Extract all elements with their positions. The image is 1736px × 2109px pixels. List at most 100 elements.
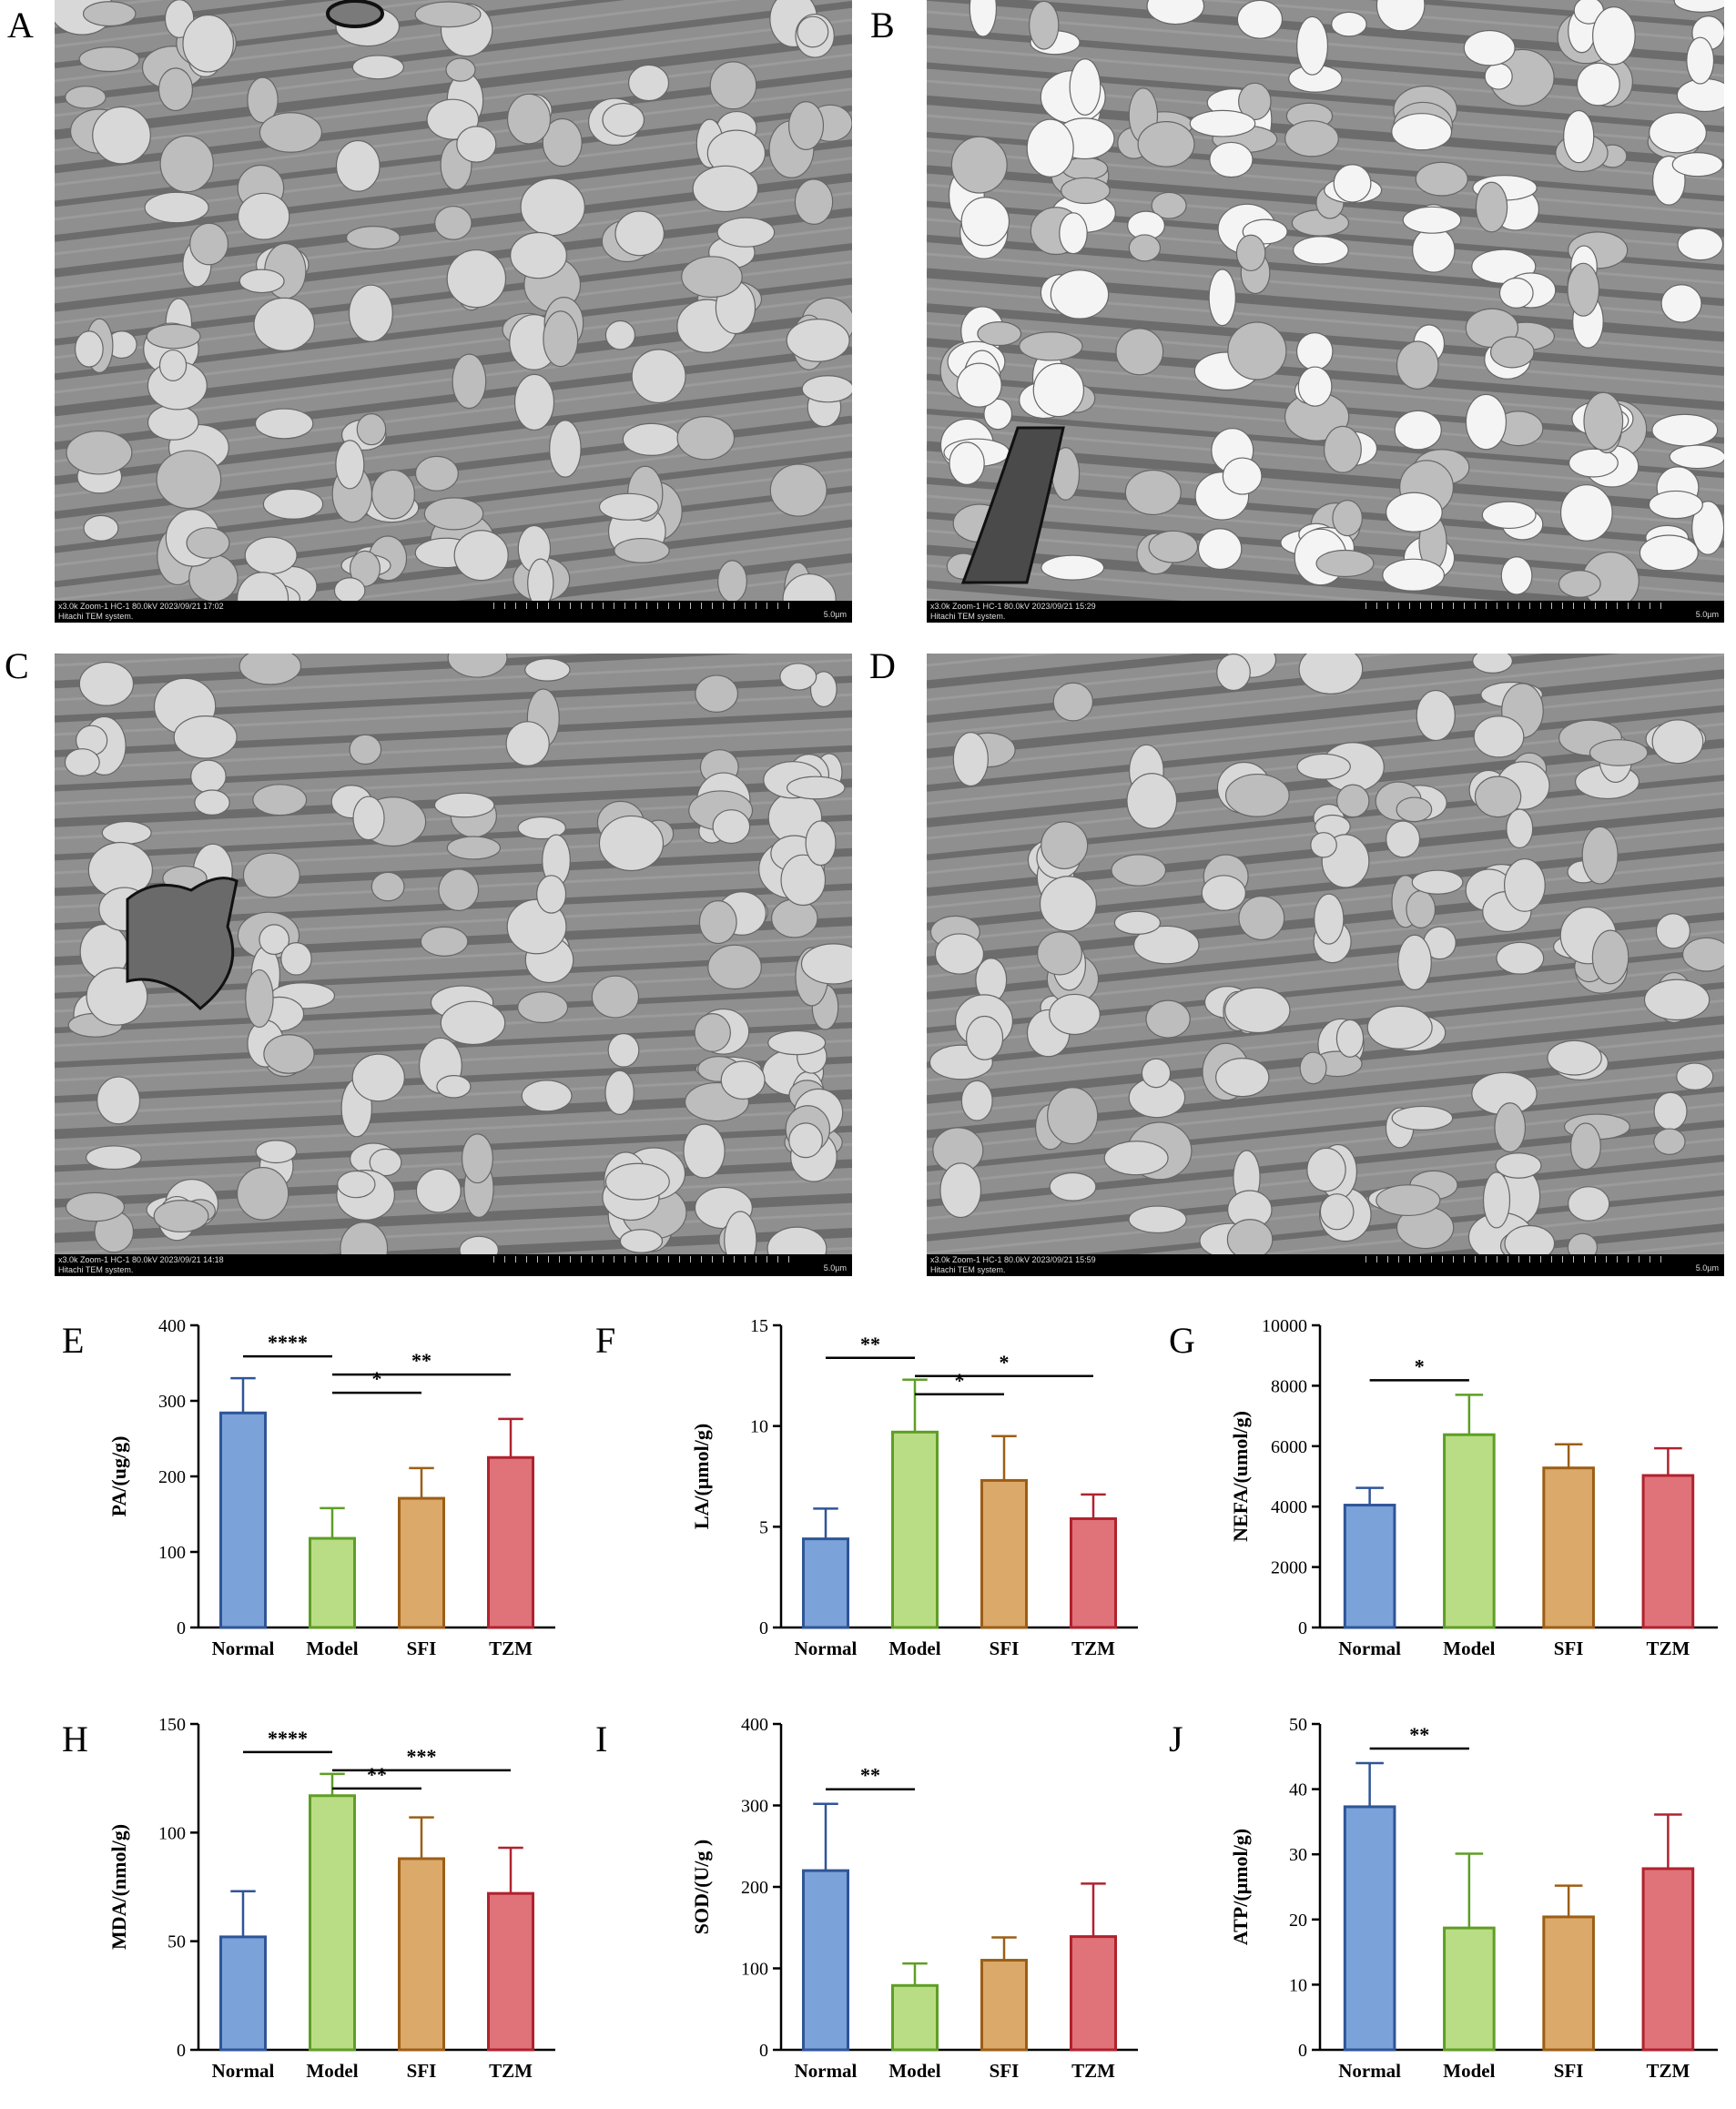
x-tick-label: Normal [212, 2060, 275, 2082]
tem-mitochondrion [447, 654, 508, 678]
tem-striation-light [55, 654, 320, 667]
tem-scale-ruler [1365, 603, 1670, 609]
tem-mitochondrion [598, 815, 665, 872]
tem-mitochondrion [1224, 987, 1291, 1034]
y-tick-label: 10000 [1262, 1316, 1307, 1336]
tem-mitochondrion [1323, 425, 1362, 473]
tem-mitochondrion [242, 852, 300, 898]
y-tick-label: 6000 [1271, 1437, 1307, 1457]
tem-mitochondrion [1236, 0, 1284, 39]
chart-svg: G NEFA/(umol/g) 0 2000 4000 6000 8000 10000 Norm… [1169, 1316, 1718, 1659]
tem-mitochondrion [86, 967, 148, 1026]
tem-mitochondrion [1503, 858, 1546, 912]
tem-mitochondrion [1148, 530, 1199, 563]
tem-mitochondrion [153, 1200, 209, 1233]
tem-nucleus [126, 877, 239, 1011]
tem-mitochondrion [1189, 109, 1256, 137]
tem-mitochondrion [415, 1168, 462, 1213]
y-tick-label: 50 [168, 1932, 186, 1952]
tem-mitochondrion [1296, 753, 1351, 780]
tem-mitochondrion [158, 349, 188, 381]
x-tick-label: TZM [1071, 2060, 1115, 2082]
tem-striation-light [55, 727, 852, 771]
tem-info-bar: x3.0k Zoom-1 HC-1 80.0kV 2023/09/21 17:0… [55, 601, 852, 623]
tem-mitochondrion [259, 924, 290, 956]
bar-tzm [487, 1891, 534, 2052]
x-tick-label: Model [1443, 1638, 1495, 1659]
tem-mitochondrion [1366, 1005, 1433, 1049]
tem-mitochondrion [505, 721, 550, 766]
tem-mitochondrion [1216, 654, 1251, 692]
tem-mitochondrion [1660, 284, 1702, 323]
tem-mitochondrion [1113, 910, 1162, 935]
tem-mitochondrion [74, 330, 104, 368]
y-tick-label: 0 [759, 2041, 768, 2061]
tem-mitochondrion [1128, 1205, 1187, 1234]
tem-system-label: Hitachi TEM system. [930, 1265, 1006, 1274]
bar-chart-atp: J ATP/(μmol/g) 0 10 20 30 40 50 Normal Model SFI TZ… [1156, 1709, 1736, 2104]
tem-mitochondrion [1671, 152, 1723, 177]
tem-mitochondrion [1591, 929, 1629, 985]
tem-mitochondrion [521, 1080, 573, 1112]
x-tick-label: SFI [407, 1638, 437, 1659]
tem-mitochondrion [1315, 549, 1375, 578]
panel-letter-c: C [5, 645, 29, 686]
tem-mitochondrion [695, 674, 739, 713]
significance-label: ** [1409, 1723, 1429, 1746]
tem-mitochondrion [1482, 1171, 1511, 1229]
tem-mitochondrion [527, 558, 554, 601]
tem-mitochondrion [1567, 262, 1600, 317]
tem-system-label: Hitachi TEM system. [58, 1265, 134, 1274]
tem-mitochondrion [65, 86, 107, 109]
tem-mitochondrion [724, 1211, 757, 1254]
tem-info-bar: x3.0k Zoom-1 HC-1 80.0kV 2023/09/21 14:1… [55, 1254, 852, 1276]
tem-scale-label: 5.0µm [823, 1263, 847, 1272]
significance-label: * [1000, 1351, 1010, 1374]
tem-mitochondrion [159, 135, 214, 193]
tem-mitochondrion [83, 514, 119, 542]
tem-mitochondrion [1039, 876, 1097, 932]
tem-mitochondrion [524, 658, 571, 682]
tem-mitochondrion [602, 102, 645, 137]
panel-letter-j: J [1169, 1719, 1183, 1759]
tem-image-b: x3.0k Zoom-1 HC-1 80.0kV 2023/09/21 15:2… [927, 0, 1724, 623]
tem-mitochondrion [607, 1032, 640, 1068]
tem-mitochondrion [456, 126, 497, 163]
tem-mitochondrion [1567, 1232, 1599, 1254]
tem-mitochondrion [1208, 269, 1236, 327]
tem-mitochondrion [786, 318, 850, 362]
y-tick-label: 200 [158, 1467, 186, 1487]
tem-mitochondrion [434, 205, 472, 240]
y-tick-label: 50 [1289, 1715, 1307, 1735]
bar-normal [802, 1869, 849, 2052]
tem-mitochondrion [1029, 0, 1060, 50]
tem-mitochondrion [66, 430, 133, 475]
y-tick-label: 0 [1298, 2041, 1307, 2061]
tem-mitochondrion [335, 139, 381, 192]
y-axis-label: MDA/(nmol/g) [107, 1824, 130, 1950]
bar-tzm [1070, 1516, 1117, 1629]
tem-mitochondrion [445, 57, 476, 82]
bar-sfi [980, 1478, 1028, 1629]
tem-mitochondrion [1581, 826, 1619, 885]
tem-mitochondrion [1592, 6, 1636, 66]
y-axis-label: SOD/(U/g ) [690, 1840, 713, 1935]
tem-mitochondrion [78, 46, 140, 73]
tem-mitochondrion [1495, 1152, 1542, 1179]
bar-tzm [1641, 1474, 1695, 1629]
tem-mitochondrion [1653, 1128, 1686, 1155]
x-tick-label: Model [888, 2060, 940, 2082]
bar-chart-pa: E PA/(ug/g) 0 100 200 300 400 Normal Model SFI TZM… [0, 1311, 574, 1675]
significance-label: * [372, 1367, 382, 1390]
tem-acquisition-info: x3.0k Zoom-1 HC-1 80.0kV 2023/09/21 14:1… [58, 1255, 224, 1264]
significance-label: ** [860, 1333, 880, 1355]
tem-mitochondrion [1295, 332, 1334, 371]
y-tick-label: 30 [1289, 1845, 1307, 1865]
tem-mitochondrion [239, 654, 302, 685]
x-tick-label: SFI [990, 2060, 1020, 2082]
tem-mitochondrion [598, 492, 659, 521]
x-tick-label: Model [306, 2060, 358, 2082]
tem-mitochondrion [1141, 1058, 1172, 1089]
tem-mitochondrion [440, 1000, 506, 1046]
tem-mitochondrion [604, 1162, 670, 1201]
